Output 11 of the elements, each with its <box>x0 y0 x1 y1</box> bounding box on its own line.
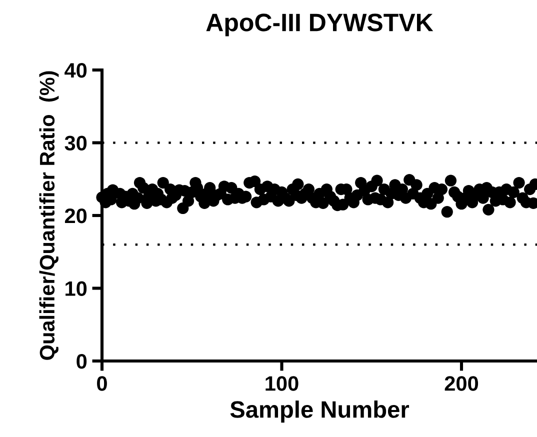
y-tick-label: 30 <box>64 136 87 151</box>
y-axis-title: Qualifier/Quantifier Ratio (%) <box>39 71 59 360</box>
x-tick-label: 100 <box>266 376 298 391</box>
x-tick-label: 0 <box>97 376 107 391</box>
y-tick-label: 40 <box>64 63 87 78</box>
y-tick-label: 0 <box>76 354 87 369</box>
y-tick-label: 10 <box>66 281 87 296</box>
x-axis-title: Sample Number <box>230 400 410 423</box>
chart-title: ApoC-III DYWSTVK <box>206 14 434 36</box>
x-tick-label: 200 <box>444 376 478 391</box>
y-tick-label: 20 <box>64 208 87 224</box>
